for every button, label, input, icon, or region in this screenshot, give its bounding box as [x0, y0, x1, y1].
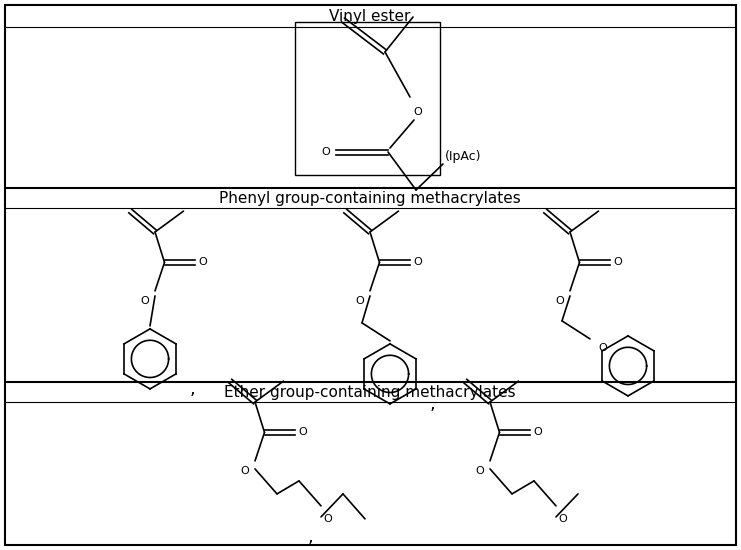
Text: ,: ,: [429, 395, 435, 413]
Text: ,: ,: [189, 380, 195, 398]
Text: ,: ,: [307, 528, 313, 546]
Text: O: O: [558, 514, 567, 524]
Text: O: O: [413, 107, 422, 117]
Text: O: O: [355, 296, 364, 306]
Text: O: O: [555, 296, 564, 306]
Text: O: O: [598, 343, 607, 353]
Text: O: O: [323, 514, 332, 524]
Text: O: O: [240, 466, 249, 476]
Text: Ether group-containing methacrylates: Ether group-containing methacrylates: [225, 384, 516, 399]
Text: O: O: [475, 466, 484, 476]
Text: O: O: [322, 147, 330, 157]
Text: O: O: [413, 257, 422, 267]
Text: O: O: [534, 427, 542, 437]
Text: O: O: [299, 427, 308, 437]
Text: Phenyl group-containing methacrylates: Phenyl group-containing methacrylates: [219, 190, 521, 206]
Text: O: O: [614, 257, 622, 267]
Text: (IpAc): (IpAc): [445, 150, 482, 163]
Text: Vinyl ester: Vinyl ester: [329, 8, 411, 24]
Text: O: O: [140, 296, 149, 306]
Text: O: O: [199, 257, 207, 267]
